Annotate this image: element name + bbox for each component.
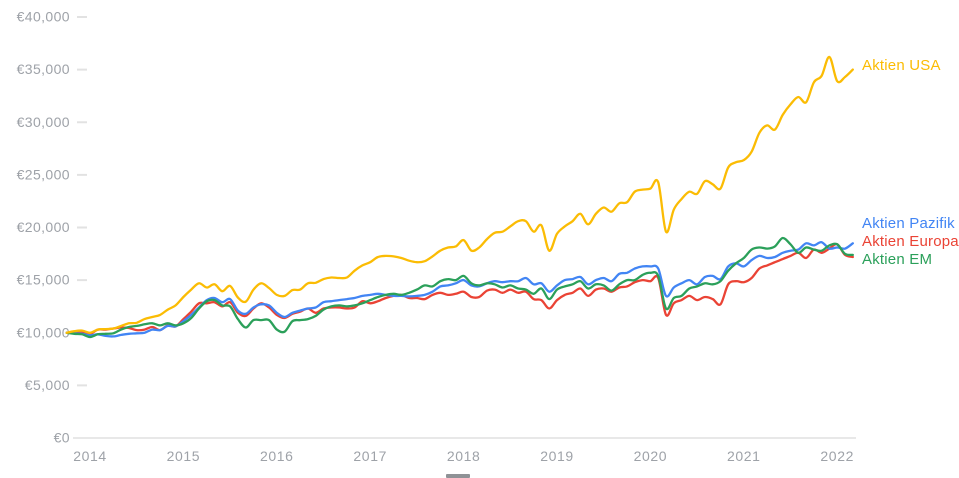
x-axis-tick-label: 2018 <box>447 448 481 464</box>
y-axis-tick-label: €10,000 <box>17 324 70 340</box>
series-line-aktien-usa <box>65 55 854 334</box>
x-axis-tick-label: 2014 <box>73 448 107 464</box>
series-label-aktien-usa: Aktien USA <box>862 57 941 74</box>
x-axis-tick-label: 2019 <box>540 448 574 464</box>
series-label-aktien-em: Aktien EM <box>862 251 933 268</box>
x-axis-tick-label: 2016 <box>260 448 294 464</box>
series-label-aktien-europa: Aktien Europa <box>862 233 959 250</box>
y-axis-tick-label: €20,000 <box>17 219 70 235</box>
x-axis-tick-label: 2022 <box>820 448 854 464</box>
y-axis-tick-label: €35,000 <box>17 61 70 77</box>
x-axis-tick-label: 2020 <box>634 448 668 464</box>
y-axis-tick-label: €15,000 <box>17 272 70 288</box>
y-axis-tick-label: €25,000 <box>17 166 70 182</box>
y-axis-tick-label: €0 <box>54 430 70 446</box>
x-axis-tick-label: 2017 <box>353 448 387 464</box>
series-line-aktien-europa <box>65 243 854 335</box>
y-axis-tick-label: €5,000 <box>25 377 70 393</box>
y-axis-tick-label: €40,000 <box>17 9 70 25</box>
series-label-aktien-pazifik: Aktien Pazifik <box>862 215 955 232</box>
x-axis-tick-label: 2015 <box>167 448 201 464</box>
x-axis-title-clipped-at-bottom <box>446 474 470 478</box>
y-axis-tick-label: €30,000 <box>17 114 70 130</box>
x-axis-tick-label: 2021 <box>727 448 761 464</box>
series-line-aktien-em <box>65 236 854 339</box>
